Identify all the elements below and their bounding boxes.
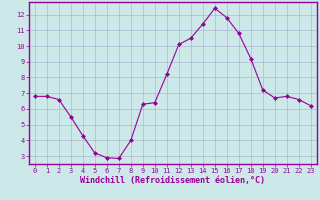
X-axis label: Windchill (Refroidissement éolien,°C): Windchill (Refroidissement éolien,°C) [80, 176, 265, 185]
